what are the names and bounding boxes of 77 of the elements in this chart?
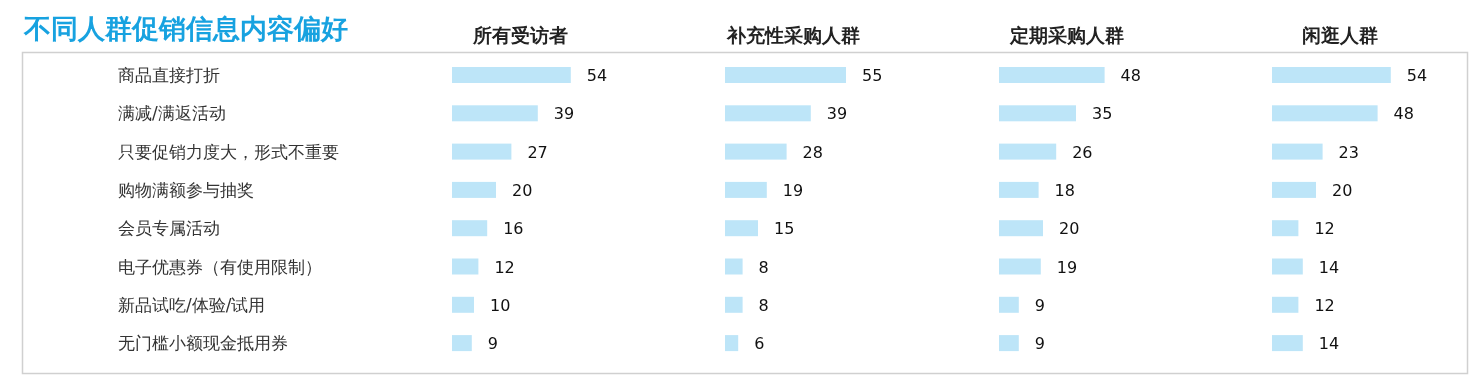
- data-label: 18: [1054, 180, 1075, 200]
- bar: [1272, 105, 1378, 122]
- data-label: 55: [862, 66, 883, 85]
- bar: [452, 143, 512, 160]
- data-label: 8: [758, 257, 769, 277]
- y-tick-label: 满减/满返活动: [118, 103, 226, 124]
- data-label: 28: [802, 142, 823, 162]
- y-tick-label: 新品试吃/体验/试用: [118, 294, 266, 315]
- bar: [1272, 258, 1303, 275]
- data-label: 12: [1314, 295, 1335, 315]
- bar: [725, 67, 846, 83]
- bar: [999, 181, 1039, 198]
- data-label: 20: [1332, 180, 1353, 200]
- data-label: 20: [1059, 219, 1080, 239]
- bar: [452, 105, 538, 122]
- data-label: 23: [1338, 142, 1359, 162]
- chart-title: 定期采购人群: [1009, 24, 1124, 46]
- data-label: 39: [553, 104, 575, 124]
- data-label: 9: [487, 334, 498, 354]
- data-label: 12: [1314, 219, 1335, 239]
- bar: [1272, 143, 1323, 160]
- bar: [999, 220, 1043, 237]
- data-label: 12: [494, 257, 515, 277]
- data-label: 35: [1092, 104, 1113, 124]
- data-label: 27: [527, 142, 548, 162]
- data-label: 14: [1318, 257, 1340, 277]
- data-label: 10: [490, 295, 511, 315]
- y-tick-label: 会员专属活动: [118, 218, 220, 239]
- bar: [725, 181, 767, 198]
- data-label: 15: [774, 219, 795, 239]
- bar: [452, 335, 472, 352]
- bar: [999, 335, 1019, 352]
- data-label: 19: [782, 180, 804, 200]
- y-tick-label: 只要促销力度大，形式不重要: [118, 141, 339, 162]
- bar: [1272, 335, 1303, 352]
- data-label: 9: [1034, 295, 1045, 315]
- bar: [725, 258, 743, 275]
- bar: [452, 296, 474, 313]
- y-tick-label: 电子优惠券（有使用限制）: [118, 256, 322, 277]
- bar: [725, 220, 758, 237]
- data-label: 48: [1393, 104, 1414, 124]
- data-label: 14: [1318, 334, 1340, 354]
- data-label: 6: [754, 334, 765, 354]
- bar: [452, 67, 571, 83]
- bar: [725, 143, 787, 160]
- bar: [725, 296, 743, 313]
- data-label: 20: [512, 180, 533, 200]
- bar: [999, 143, 1057, 160]
- bar: [1272, 181, 1316, 198]
- data-label: 16: [503, 219, 524, 239]
- bar: [999, 105, 1076, 122]
- data-label: 39: [826, 104, 848, 124]
- bar: [999, 296, 1019, 313]
- data-label: 54: [586, 66, 608, 85]
- bar: [1272, 220, 1299, 237]
- chart-subtitle: 所有受访者: [471, 24, 568, 46]
- bar: [725, 105, 811, 122]
- data-label: 19: [1056, 257, 1078, 277]
- bar: [999, 67, 1105, 83]
- bar: [452, 258, 479, 275]
- y-tick-label: 购物满额参与抽奖: [118, 179, 254, 200]
- bar: [999, 258, 1041, 275]
- data-label: 54: [1406, 66, 1428, 85]
- bar: [1272, 67, 1391, 83]
- data-label: 8: [758, 295, 769, 315]
- bar: [452, 220, 488, 237]
- data-label: 48: [1120, 66, 1141, 85]
- data-label: 26: [1072, 142, 1093, 162]
- bar: [1272, 296, 1299, 313]
- bar: [452, 181, 496, 198]
- y-tick-label: 无门槛小额现金抵用券: [118, 333, 288, 354]
- bar: [725, 335, 739, 352]
- chart-title: 补充性采购人群: [725, 24, 860, 46]
- data-label: 9: [1034, 334, 1045, 354]
- text: 不同人群促销信息内容偏好: [23, 13, 348, 44]
- chart-title: 闲逛人群: [1302, 24, 1378, 46]
- y-tick-label: 商品直接打折: [118, 65, 220, 85]
